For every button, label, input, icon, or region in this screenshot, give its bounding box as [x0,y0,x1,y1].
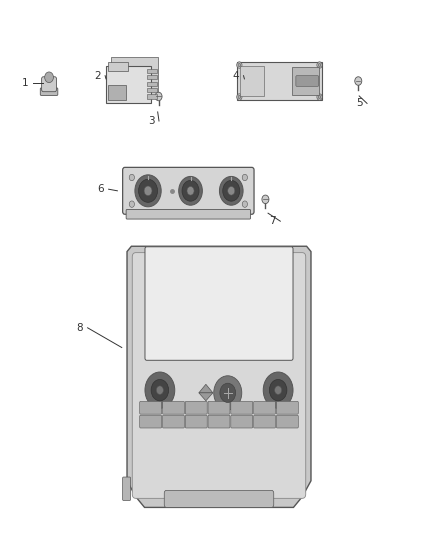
Text: 1: 1 [22,78,29,87]
Text: 2: 2 [94,71,101,80]
Text: 8: 8 [76,323,83,333]
Circle shape [45,72,53,83]
Circle shape [262,195,269,204]
Circle shape [182,181,199,201]
Circle shape [138,179,158,203]
FancyBboxPatch shape [231,415,253,428]
FancyBboxPatch shape [293,67,319,95]
FancyBboxPatch shape [126,209,251,219]
FancyBboxPatch shape [208,415,230,428]
FancyBboxPatch shape [254,401,276,414]
Text: 6: 6 [97,184,104,194]
Circle shape [238,95,241,99]
Circle shape [156,386,163,394]
Circle shape [145,372,175,408]
Text: 7: 7 [269,216,276,226]
FancyBboxPatch shape [296,76,319,86]
Circle shape [317,62,322,68]
Text: 4: 4 [232,71,239,80]
FancyBboxPatch shape [162,415,184,428]
Circle shape [242,174,247,181]
Circle shape [151,379,169,401]
FancyBboxPatch shape [140,415,162,428]
FancyBboxPatch shape [123,167,254,214]
Circle shape [355,77,362,85]
FancyBboxPatch shape [240,66,265,96]
Bar [147,75,156,79]
Circle shape [219,176,243,205]
FancyBboxPatch shape [42,77,57,92]
FancyBboxPatch shape [254,415,276,428]
Circle shape [263,372,293,408]
FancyBboxPatch shape [132,253,306,498]
Text: 5: 5 [356,99,363,108]
Circle shape [223,181,240,201]
Circle shape [214,376,242,410]
Bar [147,69,156,73]
Circle shape [220,383,236,402]
Polygon shape [127,246,311,507]
FancyBboxPatch shape [231,401,253,414]
FancyBboxPatch shape [185,401,207,414]
FancyBboxPatch shape [40,88,58,95]
FancyBboxPatch shape [111,57,159,96]
Circle shape [179,176,202,205]
Circle shape [317,94,322,100]
FancyBboxPatch shape [185,415,207,428]
Circle shape [242,201,247,207]
Circle shape [187,187,194,195]
FancyBboxPatch shape [123,477,131,500]
Circle shape [129,174,134,181]
FancyBboxPatch shape [145,247,293,360]
FancyBboxPatch shape [106,66,152,103]
Polygon shape [199,384,213,393]
Circle shape [275,386,282,394]
Text: 3: 3 [148,116,155,126]
Bar [147,94,156,99]
Circle shape [237,94,242,100]
Circle shape [269,379,287,401]
Circle shape [228,187,235,195]
Polygon shape [199,393,213,401]
Circle shape [155,92,162,101]
FancyBboxPatch shape [276,415,298,428]
FancyBboxPatch shape [140,401,162,414]
FancyBboxPatch shape [208,401,230,414]
Circle shape [129,201,134,207]
FancyBboxPatch shape [276,401,298,414]
Circle shape [318,63,321,67]
Bar [147,82,156,86]
Bar [147,88,156,92]
FancyBboxPatch shape [109,85,126,100]
FancyBboxPatch shape [109,62,128,71]
FancyBboxPatch shape [164,490,274,507]
FancyBboxPatch shape [162,401,184,414]
Circle shape [135,175,161,207]
Circle shape [144,186,152,196]
FancyBboxPatch shape [237,62,322,100]
Circle shape [318,95,321,99]
Circle shape [237,62,242,68]
Circle shape [238,63,241,67]
